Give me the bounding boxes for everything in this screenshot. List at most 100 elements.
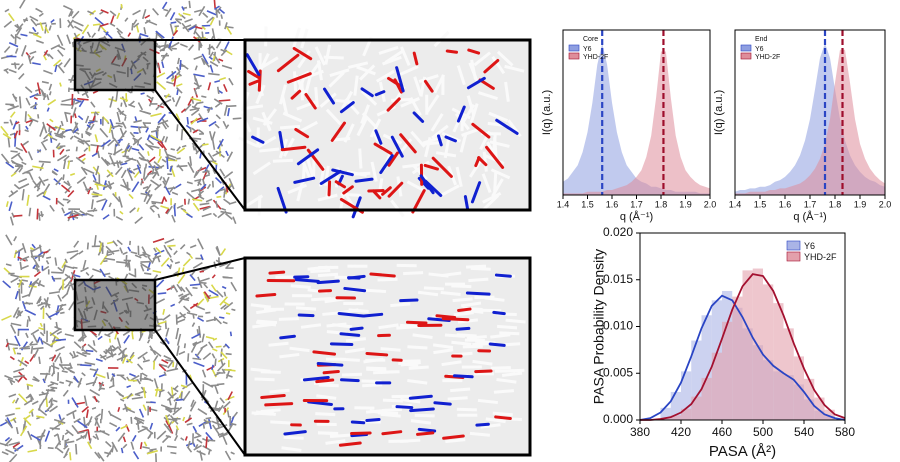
atom-bond (200, 254, 204, 261)
background-molecule (489, 140, 510, 148)
atom-bond (49, 118, 54, 123)
atom-bond (227, 391, 233, 401)
atom-bond (226, 26, 233, 35)
background-molecule (400, 46, 411, 66)
atom-bond (230, 422, 237, 426)
background-molecule (254, 377, 275, 382)
atom-bond (163, 355, 172, 360)
atom-bond (13, 183, 20, 189)
atom-bond (116, 12, 121, 20)
atom-bond (176, 89, 179, 96)
atom-bond (152, 269, 162, 274)
atom-bond (162, 308, 166, 315)
atom-bond (222, 84, 228, 93)
molecule-fragment (365, 351, 389, 357)
atom-bond (200, 343, 208, 350)
atom-bond (189, 156, 193, 166)
atom-bond (30, 255, 43, 258)
atom-bond (214, 79, 221, 83)
atom-bond (175, 18, 183, 21)
background-molecule (504, 64, 525, 73)
atom-bond (129, 169, 136, 175)
atom-bond (206, 439, 216, 442)
atom-bond (58, 363, 65, 371)
atom-bond (118, 347, 127, 358)
atom-bond (15, 27, 23, 36)
atom-bond (157, 292, 167, 295)
atom-bond (142, 186, 149, 190)
atom-bond (12, 347, 17, 355)
atom-bond (66, 34, 71, 45)
atom-bond (67, 19, 75, 29)
background-molecule (485, 417, 506, 424)
atom-bond (69, 252, 79, 260)
atom-bond (69, 352, 74, 358)
atom-bond (64, 112, 69, 123)
atom-bond (164, 7, 172, 18)
atom-bond (50, 381, 59, 386)
atom-bond (17, 63, 24, 71)
molecule-fragment (381, 186, 392, 196)
atom-bond (48, 83, 53, 91)
molecule-fragment (342, 185, 354, 195)
atom-bond (194, 65, 198, 71)
molecule-fragment (442, 434, 465, 440)
atom-bond (120, 3, 123, 9)
atom-bond (148, 98, 152, 103)
atom-bond (27, 113, 32, 119)
atom-bond (13, 214, 23, 217)
background-molecule (323, 165, 330, 186)
atom-bond (28, 408, 34, 414)
atom-bond (137, 102, 144, 111)
atom-bond (85, 271, 90, 276)
atom-bond (81, 372, 86, 377)
molecule-fragment (296, 148, 320, 166)
atom-bond (60, 184, 71, 193)
atom-bond (216, 195, 222, 198)
atom-bond (63, 283, 70, 289)
atom-bond (173, 270, 179, 276)
atom-bond (82, 139, 91, 147)
atom-bond (117, 124, 123, 128)
atom-bond (73, 25, 83, 32)
atom-bond (175, 428, 179, 436)
background-molecule (461, 127, 481, 137)
atom-bond (191, 99, 195, 104)
histogram-bar (701, 315, 712, 420)
atom-bond (94, 111, 99, 116)
molecule-fragment (360, 87, 374, 98)
atom-bond (82, 181, 89, 193)
atom-bond (163, 423, 173, 434)
background-molecule (400, 97, 420, 108)
atom-bond (201, 31, 204, 39)
atom-bond (104, 257, 116, 261)
atom-bond (98, 36, 106, 40)
atom-bond (202, 170, 210, 174)
atom-bond (95, 413, 102, 418)
atom-bond (146, 339, 151, 344)
y-tick-label: 0.010 (603, 319, 633, 333)
atom-bond (26, 194, 30, 206)
atom-bond (84, 130, 92, 136)
background-molecule (348, 308, 369, 313)
x-axis-label: q (Å⁻¹) (793, 210, 826, 223)
atom-bond (29, 117, 39, 123)
atom-bond (180, 437, 185, 441)
atom-bond (154, 298, 166, 305)
atom-bond (199, 205, 211, 210)
atom-bond (130, 416, 133, 424)
atom-bond (157, 320, 167, 325)
atom-bond (159, 44, 171, 52)
atom-bond (147, 156, 156, 164)
atom-bond (91, 32, 97, 39)
atom-bond (148, 165, 160, 169)
atom-bond (81, 91, 89, 96)
atom-bond (60, 131, 64, 137)
atom-bond (89, 368, 98, 372)
atom-bond (7, 12, 15, 22)
atom-bond (221, 207, 227, 211)
background-molecule (399, 323, 421, 329)
background-molecule (473, 51, 492, 67)
atom-bond (51, 422, 62, 431)
molecule-fragment (339, 101, 355, 114)
